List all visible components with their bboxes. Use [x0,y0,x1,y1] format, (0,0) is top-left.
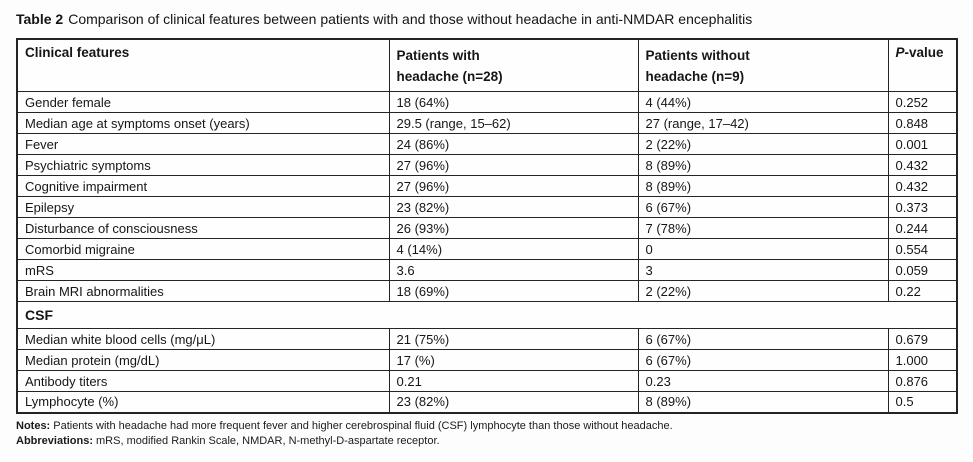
cell-p-value: 0.5 [887,391,958,413]
notes-label: Notes: [16,419,51,432]
cell-feature: Cognitive impairment [16,175,390,197]
cell-p-value: 0.554 [887,238,958,260]
cell-without-headache: 2 (22%) [637,133,889,155]
cell-with-headache: 27 (96%) [388,175,639,197]
header-patients-with-line1: Patients with [396,48,480,63]
cell-feature: Gender female [16,91,390,113]
cell-p-value: 0.059 [887,259,958,281]
table-row-mrs: mRS 3.6 3 0.059 [16,259,958,281]
table-row-median-age: Median age at symptoms onset (years) 29.… [16,112,958,134]
abbreviations-line: Abbreviations: mRS, modified Rankin Scale… [16,434,957,449]
cell-with-headache: 21 (75%) [388,328,639,350]
cell-without-headache: 8 (89%) [637,175,889,197]
header-p-value: P-value [887,38,958,92]
cell-p-value: 0.252 [887,91,958,113]
cell-without-headache: 4 (44%) [637,91,889,113]
header-patients-with-line2: headache (n=28) [396,69,503,84]
cell-without-headache: 8 (89%) [637,154,889,176]
cell-with-headache: 18 (69%) [388,280,639,302]
cell-with-headache: 4 (14%) [388,238,639,260]
page: Table 2 Comparison of clinical features b… [16,10,958,449]
table-body: Gender female 18 (64%) 4 (44%) 0.252 Med… [16,91,958,413]
cell-with-headache: 17 (%) [388,349,639,371]
cell-without-headache: 0 [637,238,889,260]
cell-p-value: 0.432 [887,154,958,176]
header-patients-without-headache: Patients without headache (n=9) [637,38,889,92]
cell-without-headache: 27 (range, 17–42) [637,112,889,134]
cell-feature: Psychiatric symptoms [16,154,390,176]
cell-p-value: 0.679 [887,328,958,350]
table-section-row-csf: CSF [16,301,958,329]
cell-with-headache: 26 (93%) [388,217,639,239]
table-header: Clinical features Patients with headache… [16,38,958,92]
footnotes: Notes: Patients with headache had more fr… [16,419,957,449]
notes-text: Patients with headache had more frequent… [53,419,673,432]
cell-without-headache: 3 [637,259,889,281]
table-row-cognitive-impairment: Cognitive impairment 27 (96%) 8 (89%) 0.… [16,175,958,197]
header-p-value-rest: -value [904,45,944,60]
cell-with-headache: 23 (82%) [388,391,639,413]
cell-p-value: 0.432 [887,175,958,197]
header-patients-without-line1: Patients without [645,48,750,63]
cell-feature: Comorbid migraine [16,238,390,260]
abbreviations-label: Abbreviations: [16,434,94,447]
cell-feature: Epilepsy [16,196,390,218]
table-row-antibody-titers: Antibody titers 0.21 0.23 0.876 [16,370,958,392]
header-patients-without-line2: headache (n=9) [645,69,745,84]
cell-feature: Median age at symptoms onset (years) [16,112,390,134]
table-title: Table 2 Comparison of clinical features b… [16,10,957,28]
header-patients-with-headache: Patients with headache (n=28) [388,38,639,92]
cell-with-headache: 18 (64%) [388,91,639,113]
cell-with-headache: 29.5 (range, 15–62) [388,112,639,134]
header-clinical-features: Clinical features [16,38,390,92]
cell-feature: Disturbance of consciousness [16,217,390,239]
table-row-median-protein: Median protein (mg/dL) 17 (%) 6 (67%) 1.… [16,349,958,371]
abbreviations-text: mRS, modified Rankin Scale, NMDAR, N-met… [96,434,440,447]
table-header-row: Clinical features Patients with headache… [16,38,958,92]
cell-feature: Fever [16,133,390,155]
table-title-label: Table 2 [16,11,64,27]
cell-p-value: 0.001 [887,133,958,155]
cell-without-headache: 6 (67%) [637,328,889,350]
cell-without-headache: 0.23 [637,370,889,392]
cell-feature: Antibody titers [16,370,390,392]
table-row-disturbance-of-consciousness: Disturbance of consciousness 26 (93%) 7 … [16,217,958,239]
cell-feature: Brain MRI abnormalities [16,280,390,302]
cell-p-value: 0.373 [887,196,958,218]
notes-line: Notes: Patients with headache had more fr… [16,419,957,434]
table-row-psychiatric-symptoms: Psychiatric symptoms 27 (96%) 8 (89%) 0.… [16,154,958,176]
table-row-comorbid-migraine: Comorbid migraine 4 (14%) 0 0.554 [16,238,958,260]
cell-without-headache: 2 (22%) [637,280,889,302]
header-p-value-italic: P [895,45,905,60]
section-label-csf: CSF [16,301,958,329]
table-row-fever: Fever 24 (86%) 2 (22%) 0.001 [16,133,958,155]
cell-without-headache: 7 (78%) [637,217,889,239]
cell-without-headache: 6 (67%) [637,349,889,371]
table-row-brain-mri-abnormalities: Brain MRI abnormalities 18 (69%) 2 (22%)… [16,280,958,302]
cell-feature: Median white blood cells (mg/μL) [16,328,390,350]
cell-feature: Lymphocyte (%) [16,391,390,413]
table-row-median-white-blood-cells: Median white blood cells (mg/μL) 21 (75%… [16,328,958,350]
table-title-text: Comparison of clinical features between … [68,11,753,27]
cell-feature: mRS [16,259,390,281]
table-row-epilepsy: Epilepsy 23 (82%) 6 (67%) 0.373 [16,196,958,218]
cell-p-value: 0.22 [887,280,958,302]
cell-p-value: 0.848 [887,112,958,134]
cell-with-headache: 24 (86%) [388,133,639,155]
table-row-lymphocyte: Lymphocyte (%) 23 (82%) 8 (89%) 0.5 [16,391,958,413]
clinical-features-table: Clinical features Patients with headache… [16,38,958,414]
cell-with-headache: 3.6 [388,259,639,281]
cell-without-headache: 8 (89%) [637,391,889,413]
cell-without-headache: 6 (67%) [637,196,889,218]
cell-with-headache: 27 (96%) [388,154,639,176]
cell-with-headache: 0.21 [388,370,639,392]
cell-p-value: 1.000 [887,349,958,371]
cell-with-headache: 23 (82%) [388,196,639,218]
cell-p-value: 0.244 [887,217,958,239]
table-row-gender-female: Gender female 18 (64%) 4 (44%) 0.252 [16,91,958,113]
cell-p-value: 0.876 [887,370,958,392]
cell-feature: Median protein (mg/dL) [16,349,390,371]
